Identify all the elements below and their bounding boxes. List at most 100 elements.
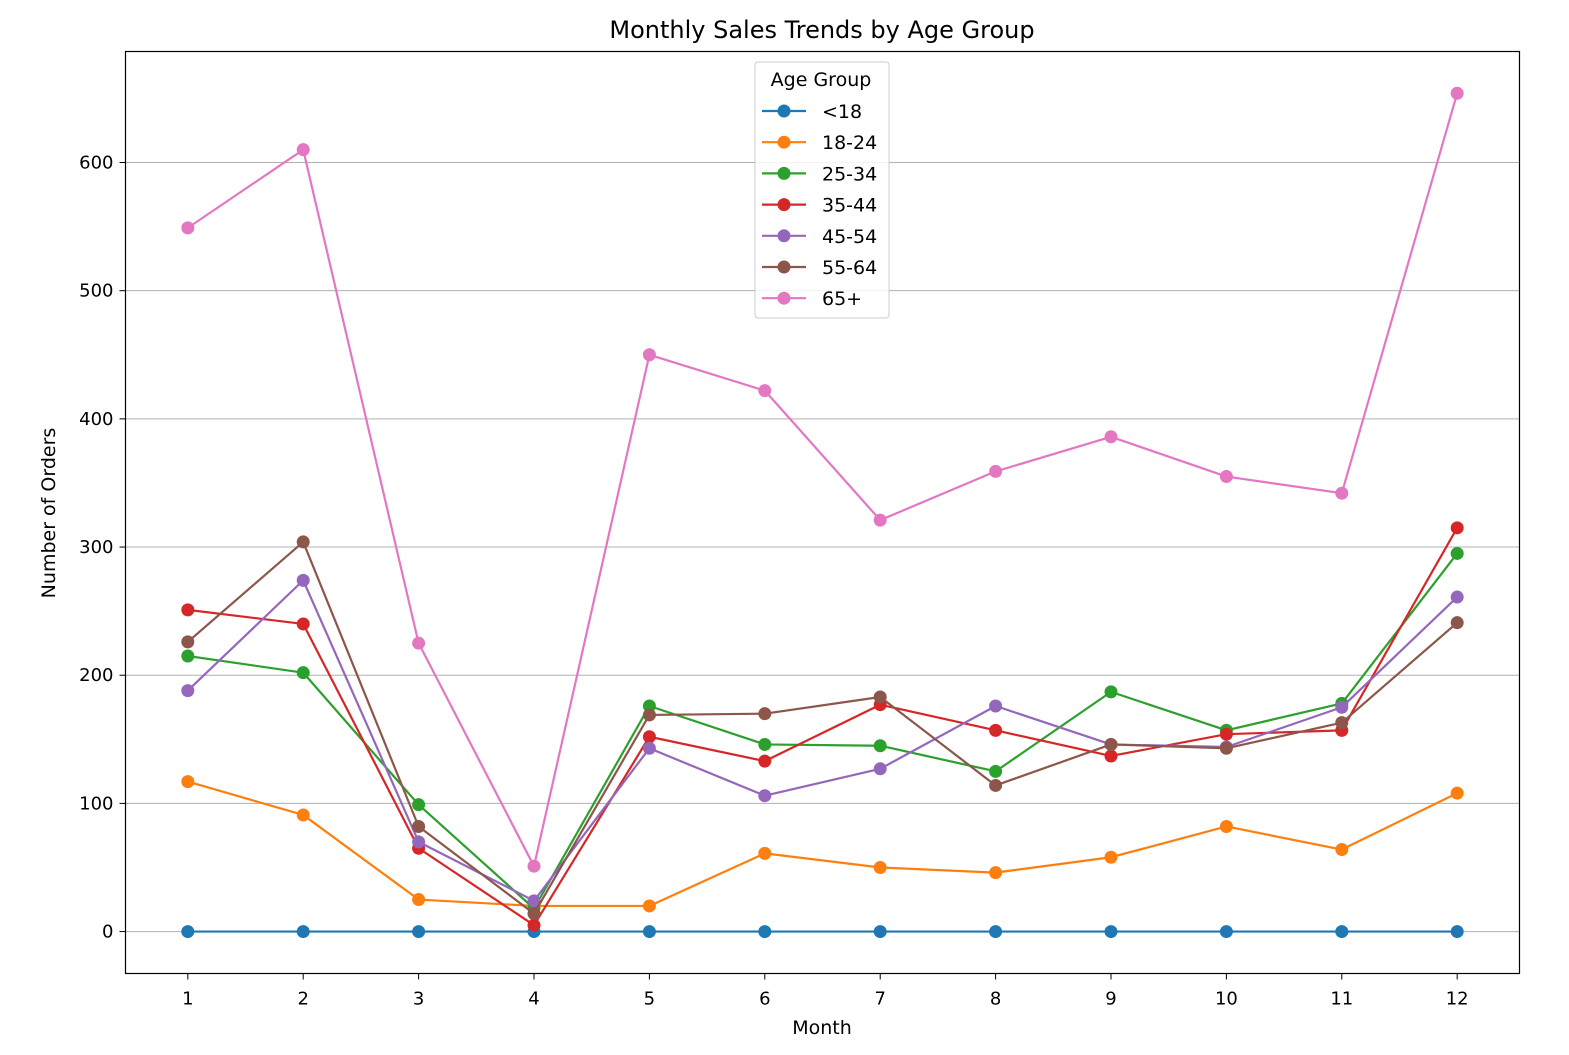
x-tick-label: 1 [182, 989, 193, 1010]
data-point [1104, 925, 1118, 939]
y-tick-label: 200 [79, 665, 113, 686]
data-point [1450, 86, 1464, 100]
data-point [181, 925, 195, 939]
legend-label: 35-44 [822, 195, 877, 217]
data-point [527, 918, 541, 932]
series-0 [181, 925, 1464, 939]
data-point [873, 925, 887, 939]
data-point [758, 846, 772, 860]
data-point [989, 464, 1003, 478]
data-point [412, 819, 426, 833]
data-point [296, 535, 310, 549]
data-point [758, 925, 772, 939]
data-point [296, 143, 310, 157]
data-point [1104, 430, 1118, 444]
legend-label: <18 [822, 101, 862, 123]
data-point [1219, 727, 1233, 741]
x-tick-label: 6 [759, 989, 770, 1010]
x-tick-label: 11 [1330, 989, 1353, 1010]
data-point [1450, 616, 1464, 630]
legend-marker [777, 198, 791, 212]
data-point [412, 893, 426, 907]
y-tick-label: 400 [79, 409, 113, 430]
y-tick-label: 0 [102, 922, 113, 943]
y-tick-label: 300 [79, 537, 113, 558]
data-point [181, 221, 195, 235]
data-point [1450, 925, 1464, 939]
legend-marker [777, 291, 791, 305]
data-point [296, 617, 310, 631]
legend-title: Age Group [771, 69, 872, 91]
data-point [989, 866, 1003, 880]
x-axis-ticks: 1 2 3 4 5 6 7 8 9 10 11 12 [182, 973, 1469, 1010]
legend-marker [777, 166, 791, 180]
legend-label: 45-54 [822, 226, 877, 248]
data-point [1450, 786, 1464, 800]
legend-entry: 55-64 [762, 257, 877, 279]
x-tick-label: 4 [528, 989, 539, 1010]
data-point [1335, 716, 1349, 730]
data-point [412, 636, 426, 650]
legend-entry: 18-24 [762, 132, 877, 154]
data-point [1104, 685, 1118, 699]
series-6 [181, 86, 1464, 873]
series-line [187, 527, 1459, 927]
data-point [1335, 843, 1349, 857]
data-point [989, 764, 1003, 778]
legend-label: 25-34 [822, 163, 877, 185]
x-axis-label: Month [792, 1017, 852, 1039]
data-point [181, 775, 195, 789]
legend-entry: 65+ [762, 288, 862, 310]
data-point [412, 925, 426, 939]
legend: Age Group <18 18-24 25-34 35-44 45-54 55-64 65… [754, 61, 890, 319]
data-point [1219, 925, 1233, 939]
x-tick-label: 9 [1105, 989, 1116, 1010]
data-point [758, 737, 772, 751]
data-point [1450, 521, 1464, 535]
data-point [642, 708, 656, 722]
data-point [1219, 741, 1233, 755]
data-point [1104, 737, 1118, 751]
series-4 [181, 573, 1464, 908]
data-point [989, 925, 1003, 939]
legend-entry: 35-44 [762, 195, 877, 217]
legend-label: 55-64 [822, 257, 877, 279]
data-point [758, 384, 772, 398]
data-point [989, 723, 1003, 737]
data-point [296, 666, 310, 680]
data-point [642, 899, 656, 913]
data-point [642, 730, 656, 744]
series-3 [181, 521, 1464, 932]
data-point [873, 860, 887, 874]
series-line [187, 579, 1458, 902]
legend-entry: 45-54 [762, 226, 877, 248]
legend-entry: 25-34 [762, 163, 877, 185]
data-point [873, 690, 887, 704]
data-point [412, 835, 426, 849]
x-tick-label: 5 [644, 989, 655, 1010]
data-point [873, 762, 887, 776]
data-point [642, 348, 656, 362]
series-5 [181, 535, 1464, 921]
legend-entries: <18 18-24 25-34 35-44 45-54 55-64 65+ [762, 101, 877, 310]
data-point [758, 789, 772, 803]
data-point [412, 798, 426, 812]
series-line [187, 92, 1459, 868]
data-point [873, 513, 887, 527]
x-tick-label: 12 [1446, 989, 1469, 1010]
x-tick-label: 3 [413, 989, 424, 1010]
data-point [758, 707, 772, 721]
y-axis-label: Number of Orders [38, 428, 60, 599]
legend-box [754, 61, 890, 319]
data-point [873, 739, 887, 753]
data-point [181, 684, 195, 698]
data-point [1219, 819, 1233, 833]
legend-label: 65+ [822, 288, 862, 310]
data-point [1335, 700, 1349, 714]
data-point [1104, 850, 1118, 864]
data-point [642, 741, 656, 755]
data-point [989, 778, 1003, 792]
data-point [1450, 546, 1464, 560]
y-tick-label: 500 [79, 281, 113, 302]
